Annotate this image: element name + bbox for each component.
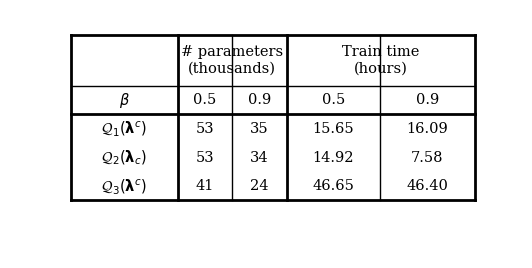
Text: 46.40: 46.40 (406, 179, 448, 193)
Text: $\mathcal{Q}_1(\boldsymbol{\lambda}^c)$: $\mathcal{Q}_1(\boldsymbol{\lambda}^c)$ (102, 120, 147, 139)
Text: $\mathcal{Q}_2(\boldsymbol{\lambda}_c)$: $\mathcal{Q}_2(\boldsymbol{\lambda}_c)$ (102, 149, 147, 167)
Text: 35: 35 (250, 122, 269, 136)
Text: 53: 53 (196, 122, 214, 136)
Text: 7.58: 7.58 (411, 151, 444, 165)
Text: 16.09: 16.09 (406, 122, 448, 136)
Text: 46.65: 46.65 (312, 179, 354, 193)
Text: 0.5: 0.5 (193, 93, 217, 107)
Text: 53: 53 (196, 151, 214, 165)
Text: Train time
(hours): Train time (hours) (342, 45, 419, 76)
Text: 24: 24 (250, 179, 269, 193)
Text: 0.9: 0.9 (248, 93, 271, 107)
Text: # parameters
(thousands): # parameters (thousands) (181, 45, 284, 76)
Text: 41: 41 (196, 179, 214, 193)
Text: $\mathcal{Q}_3(\boldsymbol{\lambda}^c)$: $\mathcal{Q}_3(\boldsymbol{\lambda}^c)$ (102, 177, 147, 196)
Text: 0.5: 0.5 (322, 93, 345, 107)
Text: 15.65: 15.65 (312, 122, 354, 136)
Text: 14.92: 14.92 (312, 151, 354, 165)
Text: 0.9: 0.9 (415, 93, 439, 107)
Text: 34: 34 (250, 151, 269, 165)
Text: $\beta$: $\beta$ (119, 91, 130, 110)
